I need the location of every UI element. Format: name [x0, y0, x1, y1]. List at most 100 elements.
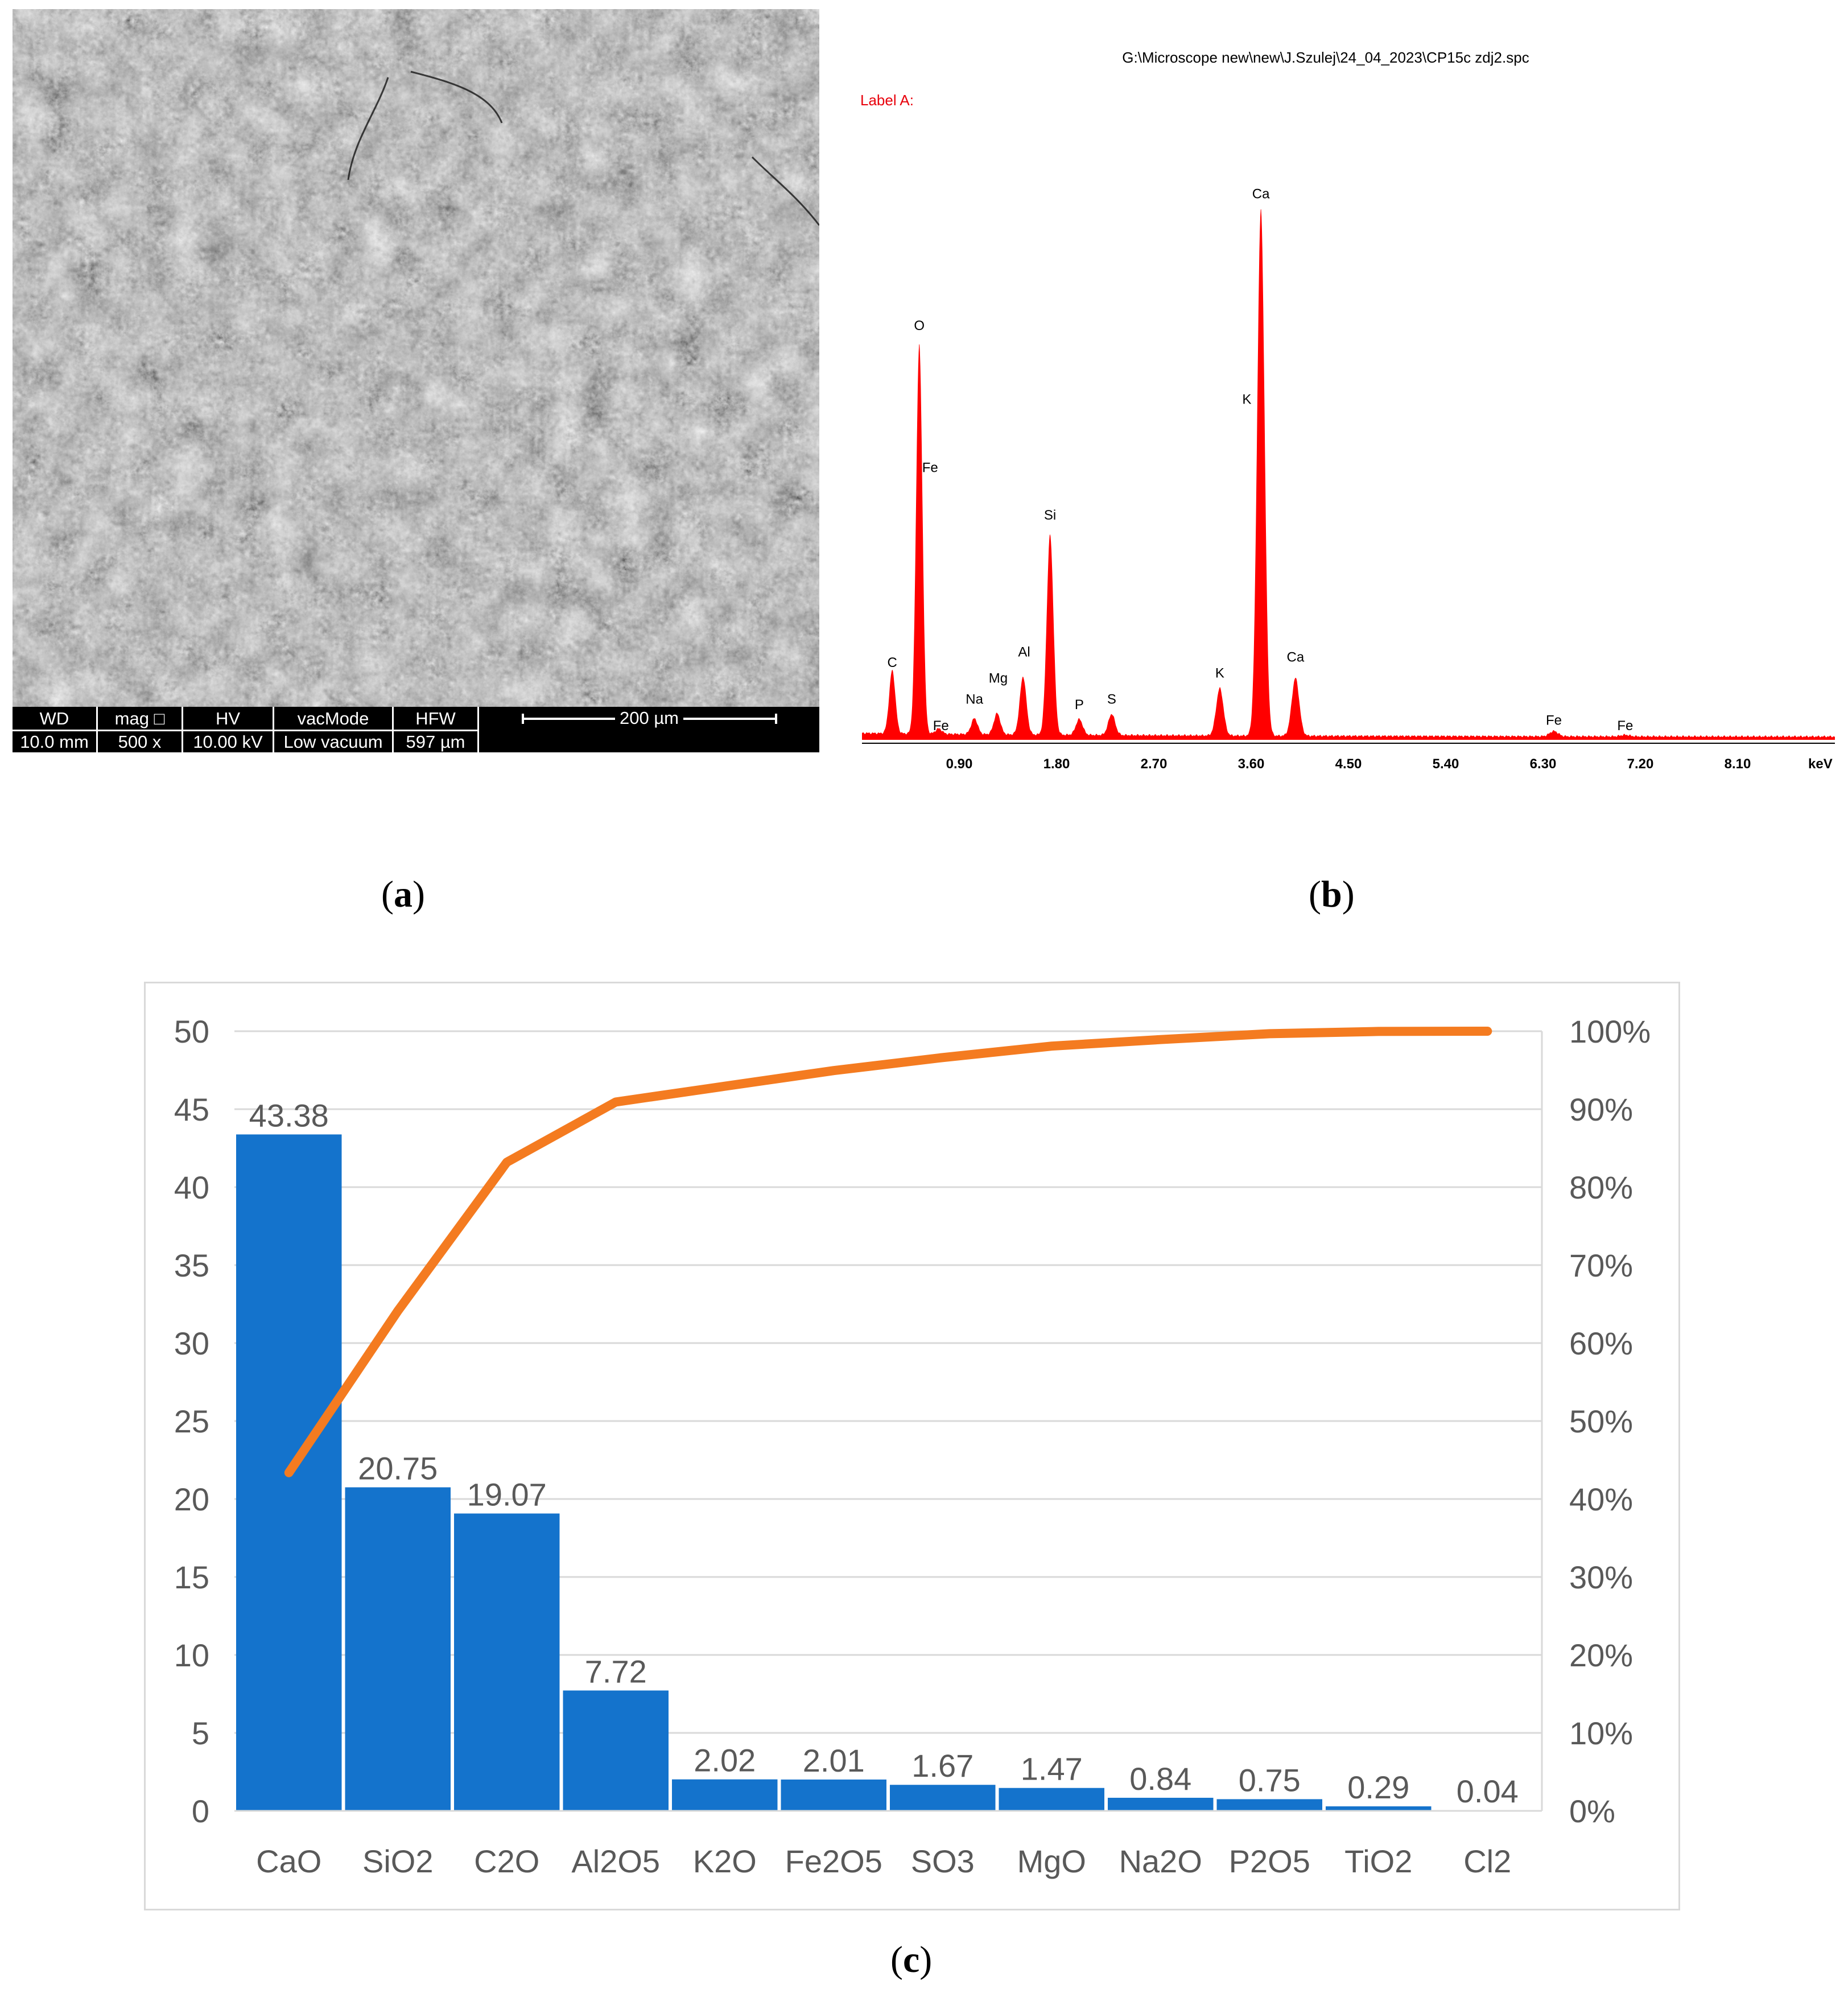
chart-bar-value-label: 2.02	[694, 1743, 756, 1778]
eds-x-tick-label: 3.60	[1238, 756, 1265, 772]
chart-y-tick-label: 5	[192, 1715, 209, 1751]
chart-bar-value-label: 20.75	[358, 1450, 438, 1486]
chart-y2-tick-label: 30%	[1569, 1559, 1633, 1595]
chart-cumulative-line	[284, 1027, 1492, 1477]
eds-spectrum-trace	[862, 209, 1835, 740]
chart-category-label: SO3	[911, 1843, 975, 1879]
chart-y-tick-label: 25	[174, 1403, 209, 1439]
databar-hfw-value: 597 µm	[394, 730, 477, 752]
chart-category-label: Na2O	[1119, 1843, 1202, 1879]
chart-bar-value-label: 1.47	[1021, 1751, 1083, 1787]
eds-x-tick-label: 8.10	[1725, 756, 1751, 772]
chart-bar-value-label: 43.38	[249, 1097, 329, 1133]
eds-x-tick-label: 4.50	[1335, 756, 1362, 772]
eds-x-tick-label: 7.20	[1627, 756, 1654, 772]
eds-peak-label: S	[1107, 692, 1116, 707]
eds-peak-label: Al	[1018, 644, 1030, 660]
scale-bar: 200 µm	[479, 707, 819, 730]
databar-vacmode: vacMode Low vacuum	[274, 707, 394, 752]
eds-x-tick-label: 0.90	[946, 756, 973, 772]
databar-mag: mag □ 500 x	[98, 707, 183, 752]
eds-x-unit: keV	[1808, 756, 1833, 772]
chart-left-axis: 0 5 10 15 20 25 30 35 40 45 50	[174, 1014, 209, 1829]
chart-category-label: TiO2	[1344, 1843, 1412, 1879]
eds-peak-label: Fe	[922, 460, 938, 476]
chart-y2-tick-label: 60%	[1569, 1325, 1633, 1361]
eds-x-tick-label: 2.70	[1141, 756, 1168, 772]
chart-bar	[1108, 1797, 1214, 1811]
eds-peak-label: O	[914, 318, 925, 333]
chart-bar	[999, 1788, 1104, 1811]
eds-peak-label: K	[1242, 392, 1251, 407]
chart-cumulative-series	[284, 1027, 1492, 1477]
databar-mag-header: mag □	[114, 709, 165, 728]
scale-bar-label: 200 µm	[479, 707, 819, 729]
databar-wd-header: WD	[39, 709, 69, 728]
chart-category-label: P2O5	[1229, 1843, 1310, 1879]
chart-category-axis: CaO SiO2 C2O Al2O5 K2O Fe2O5 SO3 MgO Na2O P2O5 TiO…	[234, 1810, 1542, 1879]
caption-a-letter: a	[393, 874, 412, 915]
chart-bar	[1326, 1806, 1432, 1811]
sem-surface-image	[13, 9, 819, 707]
chart-bar-value-label: 0.04	[1457, 1773, 1519, 1809]
eds-peak-label: Fe	[1546, 713, 1562, 728]
chart-y-tick-label: 20	[174, 1481, 209, 1517]
eds-peak-label: C	[888, 655, 897, 670]
chart-bar-value-label: 0.29	[1347, 1769, 1409, 1805]
eds-peak-label: Fe	[933, 718, 949, 734]
databar-wd-value: 10.0 mm	[13, 730, 96, 752]
chart-y-tick-label: 35	[174, 1247, 209, 1283]
chart-y2-tick-label: 40%	[1569, 1481, 1633, 1517]
chart-y-tick-label: 50	[174, 1014, 209, 1049]
databar-vacmode-value: Low vacuum	[274, 730, 392, 752]
caption-a: (a)	[381, 873, 425, 916]
eds-peak-label: Fe	[1617, 718, 1633, 734]
chart-y-tick-label: 45	[174, 1092, 209, 1127]
chart-bar	[454, 1513, 560, 1811]
chart-y-tick-label: 40	[174, 1169, 209, 1205]
caption-b-open: (	[1309, 874, 1321, 915]
chart-bar-value-label: 1.67	[911, 1748, 974, 1784]
chart-category-label: Al2O5	[571, 1843, 660, 1879]
eds-peak-label: P	[1075, 697, 1084, 713]
chart-category-label: Cl2	[1463, 1843, 1511, 1879]
eds-x-tick-label: 6.30	[1530, 756, 1557, 772]
caption-b-close: )	[1342, 874, 1355, 915]
chart-y-tick-label: 30	[174, 1325, 209, 1361]
eds-plot-area	[862, 209, 1835, 744]
eds-x-tick-label: 5.40	[1433, 756, 1459, 772]
chart-bar-value-labels: 43.38 20.75 19.07 7.72 2.02 2.01 1.67 1.47 0.84 0…	[249, 1097, 1519, 1809]
databar-hv: HV 10.00 kV	[183, 707, 274, 752]
eds-file-path: G:\Microscope new\new\J.Szulej\24_04_202…	[1122, 49, 1529, 66]
chart-y2-tick-label: 70%	[1569, 1247, 1633, 1283]
chart-right-axis: 0% 10% 20% 30% 40% 50% 60% 70% 80% 90% 100%	[1569, 1014, 1651, 1829]
databar-hv-value: 10.00 kV	[183, 730, 273, 752]
sem-data-bar: WD 10.0 mm mag □ 500 x HV 10.00 kV vacMo…	[13, 707, 819, 752]
eds-x-tick-label: 1.80	[1043, 756, 1070, 772]
chart-y2-tick-label: 20%	[1569, 1637, 1633, 1673]
caption-c-close: )	[919, 1939, 933, 1980]
chart-bar-value-label: 7.72	[585, 1653, 647, 1689]
chart-y2-tick-label: 10%	[1569, 1715, 1633, 1751]
eds-peak-label: K	[1215, 665, 1224, 681]
oxide-pareto-chart: 43.38 20.75 19.07 7.72 2.02 2.01 1.67 1.47 0.84 0…	[174, 1014, 1651, 1879]
eds-label-a: Label A:	[860, 92, 914, 109]
eds-peak-label: Ca	[1252, 187, 1270, 202]
chart-y2-tick-label: 0%	[1569, 1793, 1615, 1829]
eds-peak-labels: C O Fe Fe Na Mg Al Si P S K K Ca Ca Fe Fe	[888, 187, 1634, 734]
chart-y2-tick-label: 90%	[1569, 1092, 1633, 1127]
chart-bar-value-label: 19.07	[467, 1476, 547, 1512]
chart-bar	[563, 1690, 669, 1811]
chart-bar	[890, 1785, 996, 1811]
databar-hv-header: HV	[215, 709, 241, 728]
eds-peak-label: Ca	[1287, 650, 1305, 665]
chart-category-label: MgO	[1017, 1843, 1086, 1879]
caption-b: (b)	[1309, 873, 1355, 916]
chart-bars	[236, 1134, 1540, 1811]
chart-gridlines	[234, 1030, 1543, 1812]
eds-x-axis: 0.90 1.80 2.70 3.60 4.50 5.40 6.30 7.20 8.10	[946, 756, 1751, 772]
chart-y2-tick-label: 100%	[1569, 1014, 1651, 1049]
caption-a-close: )	[412, 874, 425, 915]
eds-peak-label: Si	[1044, 508, 1056, 523]
caption-a-open: (	[381, 874, 394, 915]
